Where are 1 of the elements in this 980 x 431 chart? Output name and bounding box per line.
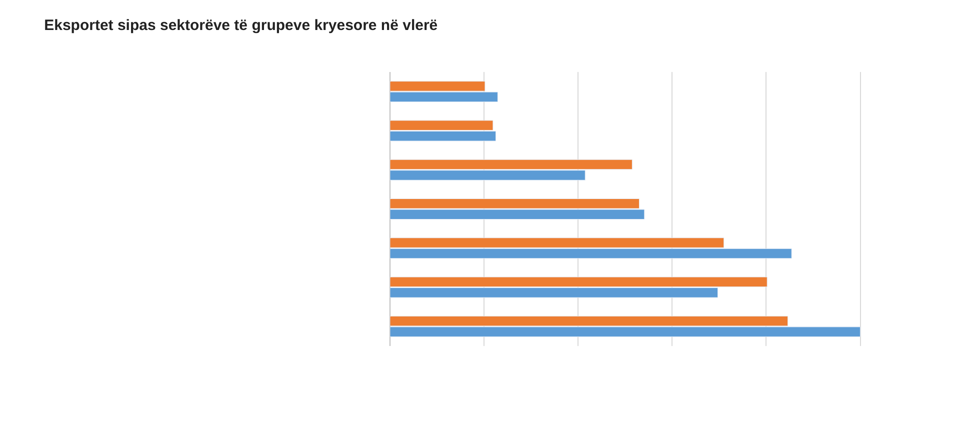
- text: Eksportet sipas sektorëve të grupeve kryesore në vlerë: [44, 16, 438, 34]
